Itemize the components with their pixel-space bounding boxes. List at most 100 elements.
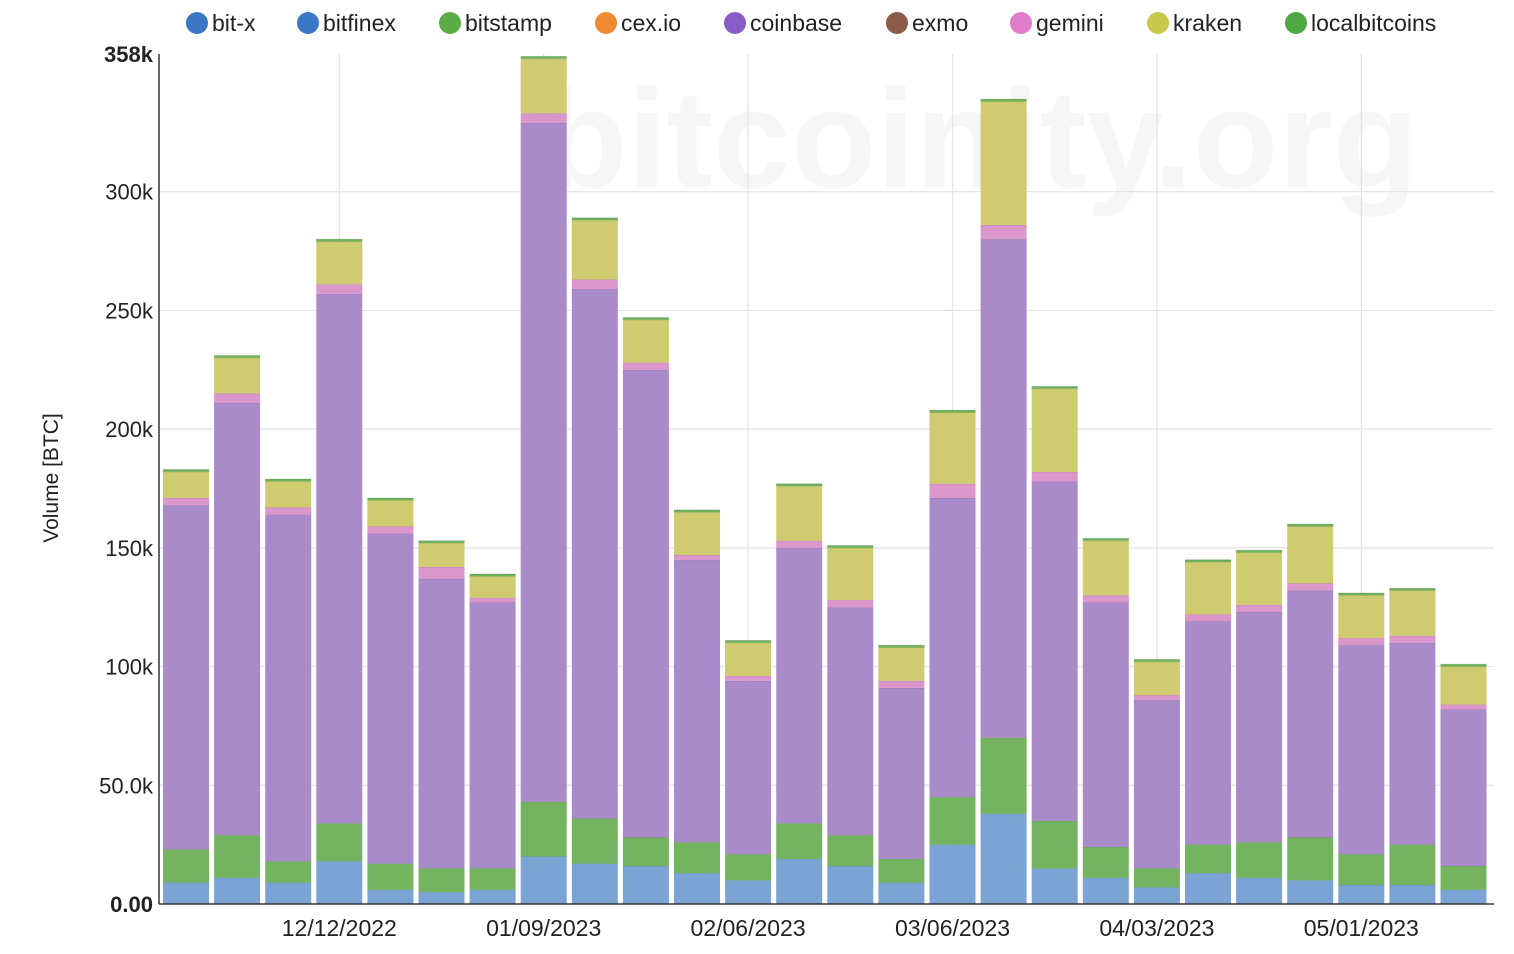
bar-segment-coinbase[interactable]: [367, 533, 414, 864]
bar-segment-localbitcoins[interactable]: [163, 469, 209, 472]
bar-segment-bitfinex[interactable]: [1389, 885, 1436, 904]
bar-segment-coinbase[interactable]: [316, 293, 363, 824]
bar-segment-coinbase[interactable]: [520, 122, 567, 802]
bar-segment-bitfinex[interactable]: [1236, 877, 1283, 904]
bar-segment-localbitcoins[interactable]: [1338, 592, 1385, 596]
bar-segment-bitstamp[interactable]: [980, 737, 1027, 814]
bar-stack[interactable]: [520, 55, 567, 904]
bar-segment-gemini[interactable]: [520, 113, 567, 123]
bar-segment-localbitcoins[interactable]: [1082, 538, 1129, 541]
bar-segment-localbitcoins[interactable]: [1133, 659, 1180, 662]
bar-segment-bitstamp[interactable]: [214, 835, 261, 878]
bar-segment-localbitcoins[interactable]: [1440, 664, 1487, 667]
bar-segment-coinbase[interactable]: [1287, 590, 1334, 838]
bar-stack[interactable]: [418, 540, 465, 904]
bar-segment-kraken[interactable]: [674, 512, 720, 555]
legend-item-bit-x[interactable]: bit-x: [186, 10, 256, 36]
bar-segment-coinbase[interactable]: [929, 497, 976, 798]
bar-segment-bitfinex[interactable]: [1082, 877, 1129, 904]
bar-segment-coinbase[interactable]: [1236, 611, 1283, 843]
bar-segment-bitfinex[interactable]: [1031, 868, 1078, 904]
bar-segment-bitstamp[interactable]: [520, 801, 567, 857]
bar-stack[interactable]: [265, 478, 312, 904]
bar-segment-localbitcoins[interactable]: [929, 410, 976, 413]
legend-item-exmo[interactable]: exmo: [886, 10, 968, 36]
bar-segment-gemini[interactable]: [214, 393, 261, 404]
legend-item-bitfinex[interactable]: bitfinex: [297, 10, 396, 36]
bar-stack[interactable]: [776, 483, 823, 904]
bar-segment-gemini[interactable]: [1389, 635, 1436, 643]
bar-stack[interactable]: [725, 639, 772, 904]
bar-segment-localbitcoins[interactable]: [1185, 559, 1231, 563]
bar-segment-gemini[interactable]: [1236, 604, 1283, 612]
bar-segment-bitstamp[interactable]: [725, 854, 772, 881]
bar-segment-coinbase[interactable]: [469, 602, 516, 869]
bar-segment-bitfinex[interactable]: [265, 882, 312, 904]
bar-segment-kraken[interactable]: [1389, 590, 1436, 636]
bar-segment-localbitcoins[interactable]: [878, 645, 925, 648]
bar-stack[interactable]: [622, 317, 669, 904]
bar-segment-bitstamp[interactable]: [929, 797, 976, 845]
bar-segment-kraken[interactable]: [520, 58, 567, 114]
bar-segment-bitfinex[interactable]: [622, 866, 669, 904]
bar-segment-gemini[interactable]: [163, 497, 209, 506]
bar-segment-localbitcoins[interactable]: [776, 483, 823, 487]
bar-segment-localbitcoins[interactable]: [469, 573, 516, 577]
bar-segment-kraken[interactable]: [622, 319, 669, 363]
bar-stack[interactable]: [1389, 587, 1436, 904]
bar-segment-gemini[interactable]: [1287, 583, 1334, 591]
bar-stack[interactable]: [571, 217, 618, 904]
bar-segment-bitfinex[interactable]: [1185, 873, 1231, 904]
bar-segment-bitstamp[interactable]: [265, 861, 312, 883]
bar-segment-coinbase[interactable]: [571, 289, 618, 819]
bar-segment-coinbase[interactable]: [265, 514, 312, 862]
bar-segment-localbitcoins[interactable]: [622, 317, 669, 320]
bar-segment-kraken[interactable]: [980, 101, 1027, 225]
bar-segment-kraken[interactable]: [1031, 388, 1078, 472]
bar-segment-bitfinex[interactable]: [878, 882, 925, 904]
bar-segment-gemini[interactable]: [1185, 614, 1231, 622]
bar-segment-bitfinex[interactable]: [1287, 880, 1334, 904]
bar-segment-bitstamp[interactable]: [1185, 844, 1231, 874]
bar-stack[interactable]: [878, 644, 925, 904]
bar-segment-gemini[interactable]: [622, 362, 669, 370]
bar-segment-bitstamp[interactable]: [1338, 854, 1385, 886]
bar-segment-gemini[interactable]: [827, 600, 874, 608]
bar-segment-localbitcoins[interactable]: [1236, 550, 1283, 553]
legend-item-cex.io[interactable]: cex.io: [595, 10, 681, 36]
bar-segment-kraken[interactable]: [316, 241, 363, 285]
bar-segment-kraken[interactable]: [163, 471, 209, 498]
bar-segment-coinbase[interactable]: [622, 369, 669, 838]
bar-segment-gemini[interactable]: [265, 507, 312, 515]
bar-segment-gemini[interactable]: [571, 279, 618, 290]
bar-stack[interactable]: [1185, 559, 1231, 904]
bar-segment-gemini[interactable]: [367, 526, 414, 534]
bar-segment-localbitcoins[interactable]: [418, 540, 465, 544]
bar-stack[interactable]: [367, 497, 414, 904]
bar-segment-coinbase[interactable]: [1440, 709, 1487, 867]
bar-stack[interactable]: [980, 98, 1027, 904]
bar-stack[interactable]: [163, 469, 209, 904]
bar-segment-bitstamp[interactable]: [163, 849, 209, 883]
bar-segment-coinbase[interactable]: [878, 687, 925, 859]
bar-segment-gemini[interactable]: [878, 680, 925, 688]
bar-stack[interactable]: [1338, 592, 1385, 904]
bar-segment-bitfinex[interactable]: [725, 880, 772, 904]
bar-segment-kraken[interactable]: [1236, 552, 1283, 605]
bar-segment-bitstamp[interactable]: [1082, 847, 1129, 878]
bar-segment-kraken[interactable]: [469, 576, 516, 598]
bar-stack[interactable]: [316, 238, 363, 904]
bar-segment-bitstamp[interactable]: [1440, 866, 1487, 890]
bar-segment-bitfinex[interactable]: [929, 844, 976, 904]
bar-segment-gemini[interactable]: [1440, 704, 1487, 710]
bar-segment-gemini[interactable]: [980, 224, 1027, 240]
bar-segment-gemini[interactable]: [674, 554, 720, 560]
bar-segment-localbitcoins[interactable]: [316, 239, 363, 242]
bar-segment-kraken[interactable]: [827, 547, 874, 601]
bar-segment-gemini[interactable]: [725, 676, 772, 681]
bar-segment-coinbase[interactable]: [827, 607, 874, 836]
bar-segment-bitfinex[interactable]: [674, 873, 720, 904]
bar-segment-gemini[interactable]: [1082, 595, 1129, 603]
bar-segment-bitstamp[interactable]: [878, 858, 925, 883]
bar-segment-localbitcoins[interactable]: [1389, 588, 1436, 591]
